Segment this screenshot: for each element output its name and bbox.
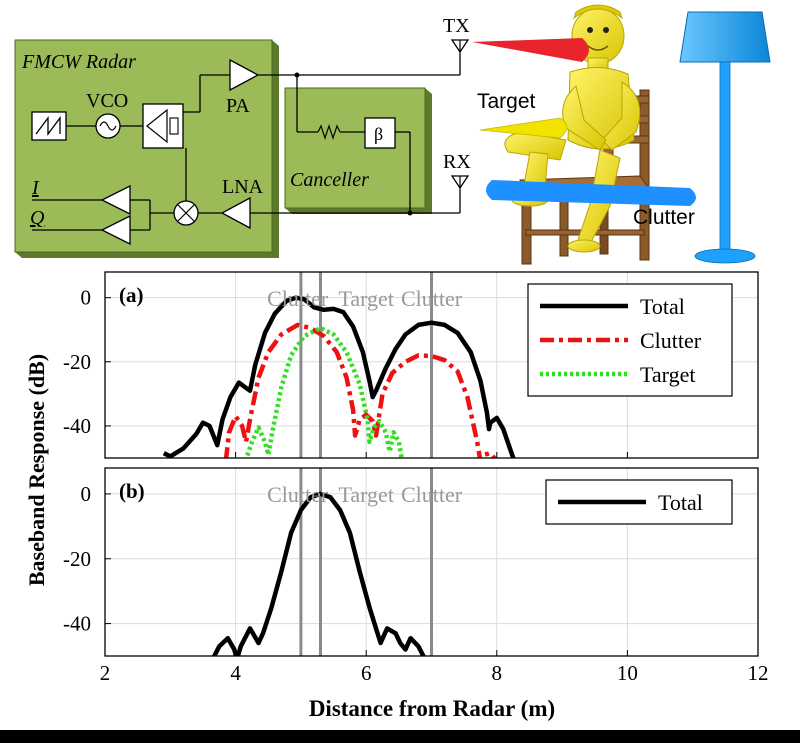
series-line-target <box>244 325 404 458</box>
i-label: I <box>31 177 40 199</box>
target-person-icon <box>504 4 641 253</box>
legend-label-total: Total <box>640 294 685 319</box>
region-label: Clutter <box>267 482 329 507</box>
target-scene-label: Target <box>477 90 536 113</box>
region-label: Clutter <box>401 482 463 507</box>
region-label: Clutter <box>267 286 329 311</box>
legend: Total <box>545 479 733 525</box>
lna-amplifier-icon <box>220 196 251 230</box>
radar-block-diagram: FMCW Radar Canceller VCO PA TX <box>14 15 471 258</box>
resistor-icon <box>317 124 341 140</box>
panel-label: (b) <box>119 479 145 503</box>
floor-lamp-icon <box>679 11 771 264</box>
pa-amplifier-icon <box>229 58 260 92</box>
legend: Total Clutter Target <box>527 283 733 397</box>
plot-frame <box>104 467 759 657</box>
x-tick-label: 12 <box>748 661 769 685</box>
y-tick-label: -40 <box>63 414 91 438</box>
sawtooth-wave-icon <box>35 116 61 136</box>
i-amplifier-icon <box>100 184 131 216</box>
y-tick-label: 0 <box>81 286 92 310</box>
clutter-beam-icon <box>486 180 696 206</box>
legend-box <box>527 283 733 397</box>
clutter-scene-label: Clutter <box>633 206 695 229</box>
region-label: Clutter <box>401 286 463 311</box>
region-label: Target <box>338 482 393 507</box>
x-axis-label: Distance from Radar (m) <box>309 696 555 721</box>
sawtooth-icon <box>31 111 67 141</box>
lna-label: LNA <box>222 176 264 198</box>
tx-beam-icon <box>472 38 589 62</box>
q-label: Q <box>30 207 45 229</box>
radar-title: FMCW Radar <box>21 51 136 73</box>
target-beam-icon <box>479 117 568 139</box>
panel-label: (a) <box>119 283 144 307</box>
legend-label-clutter: Clutter <box>640 328 702 353</box>
region-label: Target <box>338 286 393 311</box>
legend-label-total: Total <box>658 490 703 515</box>
series-line-clutter <box>223 322 498 458</box>
tx-label: TX <box>443 15 470 37</box>
chart-panel-b: Clutter Target Clutter (b) 0 -20 -40 Total <box>63 467 759 657</box>
y-tick-label: -20 <box>63 350 91 374</box>
x-tick-label: 10 <box>617 661 638 685</box>
x-tick-label: 2 <box>100 661 111 685</box>
q-amplifier-icon <box>100 214 131 246</box>
beta-label: β <box>374 124 383 144</box>
coupler-icon <box>142 103 184 149</box>
plots: Clutter Target Clutter(a)0-20-40TotalClutt… <box>63 271 769 685</box>
series-line-total <box>162 295 516 458</box>
pa-label: PA <box>226 95 250 117</box>
rx-label: RX <box>443 151 471 173</box>
canceller-label: Canceller <box>290 169 369 191</box>
bottom-black-bar <box>0 730 800 743</box>
series-line-total <box>211 491 426 656</box>
canceller-box <box>284 87 426 209</box>
plot-frame <box>104 271 759 459</box>
scene-illustration: Target Clutter <box>472 4 771 265</box>
beta-block <box>364 117 396 149</box>
y-tick-label: 0 <box>81 482 92 506</box>
y-axis-label: Baseband Response (dB) <box>24 354 49 586</box>
y-tick-label: -20 <box>63 547 91 571</box>
chart-panel-a: Clutter Target Clutter (a) 0 -20 -40 Total Clutt… <box>63 271 759 459</box>
x-tick-label: 4 <box>230 661 241 685</box>
legend-label-target: Target <box>640 362 695 387</box>
vco-label: VCO <box>86 90 128 112</box>
x-tick-label: 8 <box>492 661 503 685</box>
x-tick-label: 6 <box>361 661 372 685</box>
y-tick-label: -40 <box>63 612 91 636</box>
